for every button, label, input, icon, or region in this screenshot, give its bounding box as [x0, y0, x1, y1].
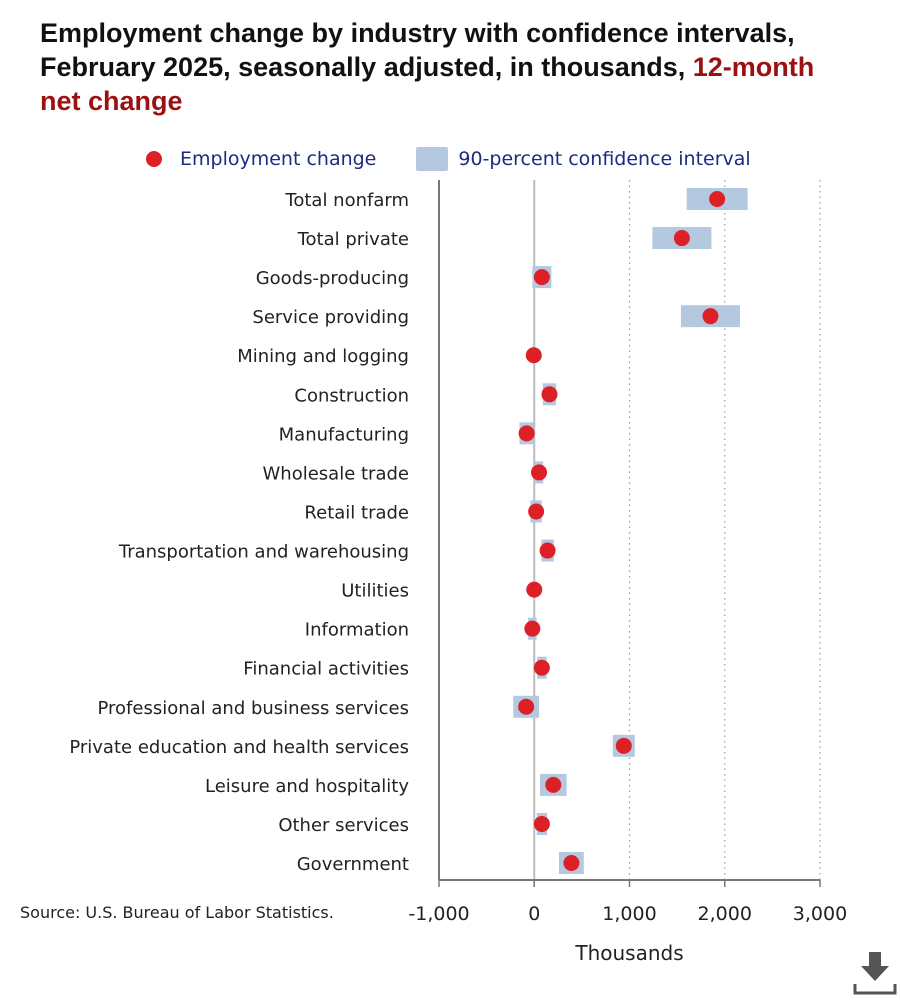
employment-change-point[interactable] [709, 191, 726, 207]
x-tick-label: 1,000 [602, 903, 656, 925]
legend-marker-interval [416, 147, 449, 171]
category-label: Goods-producing [256, 268, 409, 289]
employment-change-point[interactable] [531, 464, 548, 481]
employment-change-point[interactable] [702, 308, 719, 325]
category-label: Transportation and warehousing [118, 542, 409, 563]
category-labels: Total nonfarm Total private Goods-producin… [69, 190, 409, 875]
category-label: Total private [297, 229, 409, 250]
gridlines [533, 180, 821, 880]
employment-change-point[interactable] [528, 503, 545, 520]
x-axis-title: Thousands [574, 941, 683, 965]
employment-points [518, 191, 726, 872]
chart-title-accent: 12-month net change [40, 52, 815, 116]
x-tick-label: 3,000 [793, 903, 847, 925]
employment-change-point[interactable] [518, 425, 535, 442]
x-tick-label: 2,000 [698, 903, 752, 925]
employment-change-point[interactable] [541, 386, 558, 403]
download-button[interactable] [852, 950, 898, 996]
legend-item-confidence-interval[interactable]: 90-percent confidence interval [416, 147, 751, 171]
chart-legend: Employment change 90-percent confidence … [146, 145, 751, 173]
employment-change-point[interactable] [533, 659, 550, 676]
employment-change-point[interactable] [526, 581, 543, 598]
category-label: Total nonfarm [284, 190, 409, 211]
category-label: Service providing [252, 307, 409, 328]
employment-change-point[interactable] [525, 347, 542, 364]
legend-label-confidence-interval: 90-percent confidence interval [458, 148, 751, 170]
category-label: Financial activities [243, 659, 409, 680]
category-label: Private education and health services [69, 737, 409, 758]
confidence-intervals [513, 188, 748, 875]
category-label: Wholesale trade [263, 463, 410, 484]
category-label: Utilities [341, 581, 409, 602]
chart-title: Employment change by industry with confi… [40, 16, 860, 118]
chart-title-main: Employment change by industry with confi… [40, 18, 795, 82]
category-label: Construction [294, 385, 409, 406]
employment-change-point[interactable] [673, 230, 690, 247]
legend-label-employment-change: Employment change [180, 148, 377, 170]
category-label: Other services [278, 815, 409, 836]
category-label: Leisure and hospitality [205, 776, 409, 797]
legend-item-employment-change[interactable]: Employment change [146, 148, 376, 170]
employment-change-point[interactable] [524, 620, 541, 637]
employment-change-point[interactable] [563, 855, 580, 872]
download-icon [853, 952, 897, 995]
category-label: Information [305, 620, 409, 641]
category-label: Mining and logging [237, 346, 409, 367]
category-label: Manufacturing [279, 424, 409, 445]
employment-change-point[interactable] [615, 737, 632, 754]
category-label: Professional and business services [97, 698, 409, 719]
employment-change-point[interactable] [539, 542, 556, 559]
employment-change-point[interactable] [533, 269, 550, 286]
x-axis: -1,000 0 1,000 2,000 3,000 Thousands [408, 180, 847, 965]
x-tick-label: -1,000 [408, 903, 469, 925]
category-label: Government [297, 854, 409, 875]
x-tick-label: 0 [528, 903, 540, 925]
employment-change-point[interactable] [518, 698, 535, 715]
employment-change-point[interactable] [545, 776, 562, 793]
employment-change-point[interactable] [533, 815, 550, 832]
category-label: Retail trade [304, 502, 409, 523]
source-note: Source: U.S. Bureau of Labor Statistics. [20, 903, 334, 922]
legend-marker-point [146, 151, 162, 167]
